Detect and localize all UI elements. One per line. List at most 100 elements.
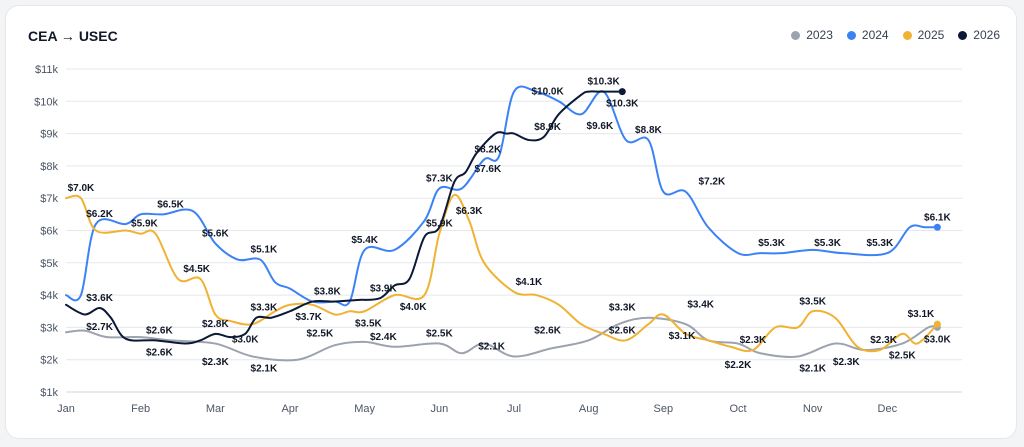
data-label-2024: $5.1K <box>251 245 278 256</box>
data-label-2024: $3.8K <box>314 287 341 298</box>
data-label-2023: $3.3K <box>609 303 636 314</box>
chart-card: CEA → USEC 2023 2024 2025 2026 <box>5 5 1017 439</box>
data-label-2023: $2.6K <box>534 325 561 336</box>
data-label-2024: $7.2K <box>699 177 726 188</box>
data-label-2026: $2.6K <box>146 347 173 358</box>
data-label-2025: $3.5K <box>355 318 382 329</box>
data-label-2025: $4.0K <box>400 302 427 313</box>
data-label-2024: $5.6K <box>202 228 229 239</box>
data-label-2025: $3.3K <box>251 303 278 314</box>
data-label-2025: $6.3K <box>456 206 483 217</box>
data-label-2025: $3.0K <box>232 334 259 345</box>
data-label-2023: $2.2K <box>725 360 752 371</box>
data-label-2025: $2.3K <box>870 335 897 346</box>
data-label-2024: $8.2K <box>475 144 502 155</box>
legend-swatch-2024 <box>846 30 856 40</box>
data-label-2023: $3.0K <box>924 334 951 345</box>
legend-swatch-2023 <box>791 30 801 40</box>
y-tick-label: $7k <box>40 193 58 205</box>
series-line-2023 <box>65 316 939 362</box>
legend-label-2026: 2026 <box>973 28 1000 42</box>
legend-swatch-2026 <box>958 30 968 40</box>
data-label-2025: $3.4K <box>687 299 714 310</box>
series-end-point-2024 <box>933 223 941 231</box>
data-label-2024: $8.8K <box>635 125 662 136</box>
data-label-2025: $3.5K <box>799 296 826 307</box>
x-tick-label: Oct <box>729 403 746 415</box>
data-label-2026: $3.6K <box>86 293 113 304</box>
legend-item-2026[interactable]: 2026 <box>958 28 1000 42</box>
data-label-2024: $5.9K <box>131 219 158 230</box>
data-label-2023: $2.5K <box>426 329 453 340</box>
data-label-2026: $9.6K <box>587 121 614 132</box>
data-label-2024: $5.3K <box>814 238 841 249</box>
y-tick-label: $2k <box>40 355 58 367</box>
data-label-2024: $7.3K <box>426 174 453 185</box>
legend-label-2023: 2023 <box>806 28 833 42</box>
data-label-2026: $3.9K <box>370 283 397 294</box>
data-label-2026: $5.9K <box>426 219 453 230</box>
data-label-2023: $2.1K <box>478 341 505 352</box>
data-label-2023: $2.1K <box>251 363 278 374</box>
data-label-2023: $3.1K <box>669 331 696 342</box>
data-label-2024: $6.2K <box>86 209 113 220</box>
chart-legend: 2023 2024 2025 2026 <box>791 28 1000 42</box>
series-line-2025 <box>65 193 939 353</box>
data-label-2024: $6.5K <box>157 199 184 210</box>
data-label-2024: $5.4K <box>351 235 378 246</box>
x-tick-label: Feb <box>131 403 150 415</box>
data-label-2023: $2.6K <box>146 325 173 336</box>
y-tick-label: $1k <box>40 387 58 399</box>
y-tick-label: $4k <box>40 290 58 302</box>
data-label-2023: $2.4K <box>370 332 397 343</box>
series-line-2026 <box>65 90 624 345</box>
data-label-2023: $2.5K <box>889 351 916 362</box>
data-label-2025: $4.5K <box>183 264 210 275</box>
legend-item-2023[interactable]: 2023 <box>791 28 833 42</box>
y-tick-label: $3k <box>40 322 58 334</box>
data-label-2023: $2.5K <box>307 329 334 340</box>
y-tick-label: $8k <box>40 161 58 173</box>
y-tick-label: $10k <box>34 96 58 108</box>
chart-title: CEA → USEC <box>28 28 118 44</box>
data-label-2024: $6.1K <box>924 212 951 223</box>
data-label-2023: $2.3K <box>833 357 860 368</box>
x-tick-label: Nov <box>803 403 823 415</box>
data-label-2024: $10.0K <box>531 86 564 97</box>
series-line-2024 <box>65 85 939 307</box>
x-tick-label: Jan <box>57 403 75 415</box>
series-end-point-2025 <box>933 320 941 328</box>
y-tick-label: $5k <box>40 258 58 270</box>
data-label-2026: $7.6K <box>475 164 502 175</box>
data-label-2026: $2.8K <box>202 319 229 330</box>
data-label-2025: $3.7K <box>295 312 322 323</box>
data-label-2026: $10.3K <box>587 77 620 88</box>
legend-item-2025[interactable]: 2025 <box>902 28 945 42</box>
data-label-2023: $2.7K <box>86 322 113 333</box>
legend-label-2024: 2024 <box>861 28 889 42</box>
data-label-2025: $2.6K <box>609 325 636 336</box>
data-label-2024: $5.3K <box>867 238 894 249</box>
y-tick-label: $6k <box>40 226 58 238</box>
x-tick-label: Apr <box>281 403 298 415</box>
legend-item-2024[interactable]: 2024 <box>846 28 889 42</box>
legend-label-2025: 2025 <box>917 28 945 42</box>
data-label-2025: $2.3K <box>740 335 767 346</box>
y-tick-label: $11k <box>35 64 59 76</box>
data-label-2024: $10.3K <box>606 99 639 110</box>
x-tick-label: Sep <box>654 403 674 415</box>
x-tick-label: Jun <box>430 403 448 415</box>
data-label-2025: $7.0K <box>68 183 95 194</box>
data-label-2025: $3.1K <box>908 309 935 320</box>
y-tick-label: $9k <box>40 129 58 141</box>
x-tick-label: Jul <box>507 403 521 415</box>
x-tick-label: Dec <box>878 403 898 415</box>
x-tick-label: Aug <box>579 403 599 415</box>
x-tick-label: Mar <box>206 403 225 415</box>
data-label-2025: $4.1K <box>516 277 543 288</box>
x-tick-label: May <box>354 403 375 415</box>
data-label-2026: $8.9K <box>534 122 561 133</box>
data-label-2023: $2.3K <box>202 357 229 368</box>
data-label-2024: $5.3K <box>758 238 785 249</box>
